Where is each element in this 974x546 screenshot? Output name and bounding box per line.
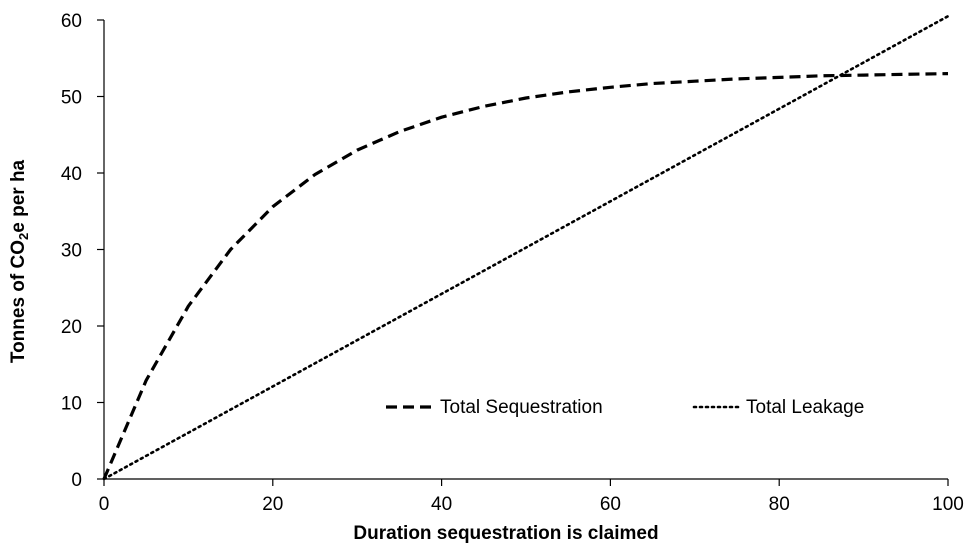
y-tick-label: 50 <box>61 88 82 109</box>
x-tick-label: 40 <box>431 494 452 515</box>
ticks: 0 10 20 30 40 50 60 0 20 40 60 80 100 <box>61 11 964 515</box>
y-axis-title: Tonnes of CO2e per ha <box>8 159 31 363</box>
legend-label-total-sequestration: Total Sequestration <box>440 397 603 418</box>
x-tick-label: 20 <box>262 494 283 515</box>
y-tick-label: 60 <box>61 11 82 32</box>
series-line-total-sequestration <box>102 72 949 480</box>
y-axis-title-subscript: 2 <box>16 233 31 240</box>
y-tick-label: 20 <box>61 317 82 338</box>
y-tick-label: 0 <box>71 470 82 491</box>
series-layer <box>102 14 950 481</box>
y-axis-title-after: e per ha <box>8 159 29 232</box>
y-axis-title-main: Tonnes of CO <box>8 240 29 363</box>
y-tick-label: 10 <box>61 394 82 415</box>
series-line-total-leakage <box>102 14 950 481</box>
x-tick-label: 0 <box>99 494 110 515</box>
x-tick-label: 80 <box>769 494 790 515</box>
x-axis-title: Duration sequestration is claimed <box>353 523 658 544</box>
y-tick-label: 40 <box>61 164 82 185</box>
x-tick-label: 100 <box>932 494 964 515</box>
legend: Total Sequestration Total Leakage <box>386 397 864 418</box>
legend-label-total-leakage: Total Leakage <box>746 397 864 418</box>
x-tick-label: 60 <box>600 494 621 515</box>
y-tick-label: 30 <box>61 241 82 262</box>
